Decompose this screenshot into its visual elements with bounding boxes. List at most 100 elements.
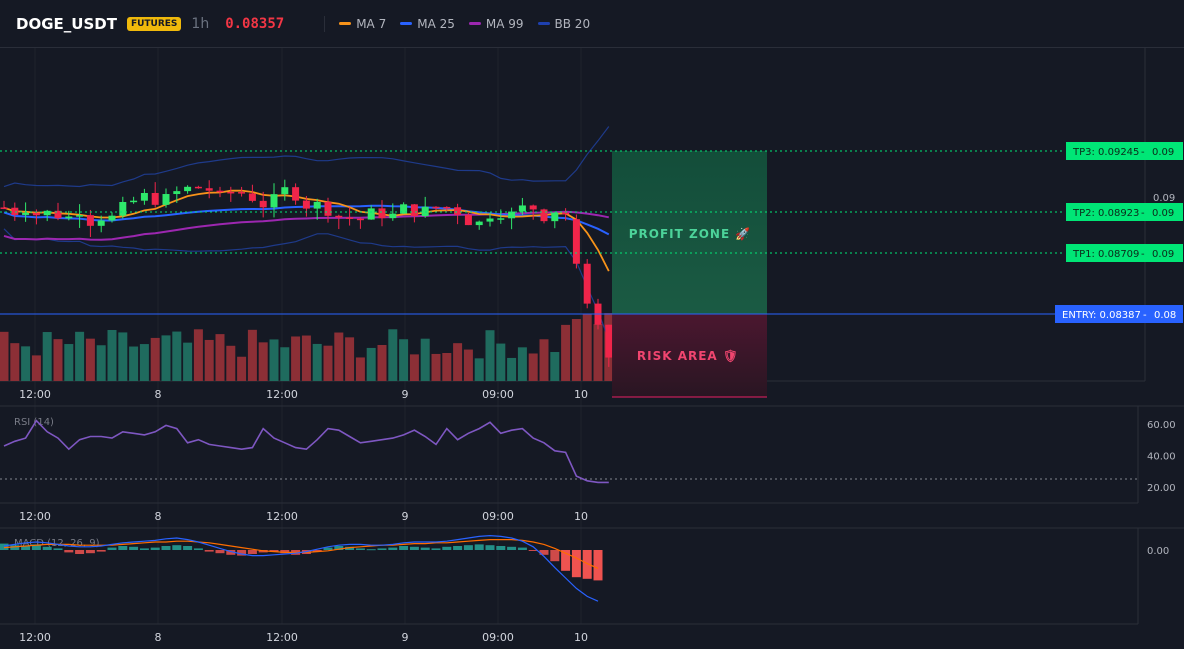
symbol-name[interactable]: DOGE_USDT	[16, 14, 117, 33]
macd-hist-bar	[118, 546, 128, 550]
rsi-y-axis: 60.00 40.00 20.00	[1147, 420, 1176, 494]
profit-zone[interactable]	[612, 151, 767, 314]
legend-bb20[interactable]: BB 20	[537, 16, 591, 31]
volume-bar	[399, 339, 409, 381]
macd-hist-bar	[409, 546, 419, 550]
x-tick-label: 9	[402, 510, 409, 523]
macd-hist-bar	[21, 546, 31, 550]
volume-bar	[64, 344, 74, 381]
candle-body	[205, 188, 213, 191]
chart-canvas[interactable]: PROFIT ZONE 🚀 RISK AREA 🛡 TP3: 0.09245 0…	[0, 48, 1184, 649]
macd-hist-bar	[453, 546, 463, 550]
volume-bar	[0, 331, 9, 381]
candle-body	[22, 212, 30, 215]
tp3-axis-label: 0.09	[1152, 147, 1174, 158]
volume-bar	[183, 342, 193, 381]
macd-hist-bar	[10, 545, 20, 550]
x-tick-label: 10	[574, 631, 588, 644]
entry-label-box[interactable]	[1055, 305, 1183, 323]
macd-hist-bar	[247, 550, 257, 554]
rsi-x-axis: 12:00 8 12:00 9 09:00 10	[19, 510, 588, 523]
macd-hist-bar	[571, 550, 581, 578]
macd-hist-bar	[269, 550, 279, 552]
volume-bar	[226, 345, 236, 381]
volume-bar	[442, 352, 452, 381]
risk-zone[interactable]	[612, 314, 767, 397]
tp1-label: TP1: 0.08709	[1072, 249, 1139, 260]
legend-ma7[interactable]: MA 7	[339, 17, 386, 31]
ma99-swatch-icon	[468, 22, 481, 25]
candle-body	[551, 212, 559, 222]
candle-body	[346, 217, 354, 219]
x-tick-label: 09:00	[482, 631, 514, 644]
macd-hist-bar	[312, 550, 322, 552]
macd-zero-tick: 0.00	[1147, 546, 1169, 557]
candle-body	[313, 201, 321, 209]
entry-axis-label: 0.08	[1154, 310, 1176, 321]
candle-body	[248, 193, 256, 201]
x-tick-label: 12:00	[266, 510, 298, 523]
macd-hist-bar	[161, 546, 171, 550]
macd-hist-bar	[183, 546, 193, 550]
profit-zone-label: PROFIT ZONE 🚀	[629, 227, 752, 241]
volume-bar	[139, 344, 149, 381]
volume-bar	[107, 329, 117, 381]
macd-hist-bar	[431, 548, 441, 550]
candle-body	[367, 208, 375, 220]
legend-ma99[interactable]: MA 99	[468, 16, 524, 31]
candle-body	[281, 187, 289, 195]
macd-hist-bar	[507, 546, 517, 550]
volume-bar	[420, 338, 430, 381]
volume-bar	[323, 345, 333, 381]
volume-bar	[517, 347, 527, 381]
macd-title: MACD (12, 26, 9)	[14, 538, 100, 549]
candle-body	[605, 324, 613, 358]
legend-ma25[interactable]: MA 25	[400, 17, 455, 31]
volume-bar	[312, 343, 322, 381]
candle-body	[11, 207, 19, 215]
candle-body	[173, 191, 181, 195]
macd-hist-bar	[561, 550, 571, 571]
macd-hist-bar	[593, 550, 603, 581]
candle-body	[119, 202, 127, 216]
tp1-label-box[interactable]	[1066, 244, 1183, 262]
tp3-label-box[interactable]	[1066, 142, 1183, 160]
candle-body	[302, 200, 310, 209]
candle-body	[356, 218, 364, 221]
tp2-axis-label: 0.09	[1152, 208, 1174, 219]
interval-selector[interactable]: 1h	[191, 15, 210, 32]
bb-lower-band	[3, 228, 610, 341]
ma99-line	[3, 210, 609, 241]
last-price: 0.08357	[225, 15, 285, 32]
tp2-label-box[interactable]	[1066, 203, 1183, 221]
macd-hist-bar	[442, 546, 452, 550]
macd-hist-bar	[75, 550, 85, 554]
legend-ma99-label: MA 99	[485, 16, 524, 31]
legend-bb20-label: BB 20	[554, 16, 591, 31]
macd-hist-bar	[85, 550, 95, 554]
volume-bar	[247, 329, 257, 381]
candle-body	[108, 215, 116, 221]
macd-hist-bar	[129, 546, 139, 550]
rsi-tick-label: 60.00	[1147, 420, 1176, 431]
candle-body	[43, 210, 51, 216]
x-tick-label: 12:00	[266, 388, 298, 401]
candle-body	[259, 200, 267, 208]
macd-hist-bar	[96, 550, 106, 552]
volume-bar	[582, 314, 592, 381]
volume-bar	[10, 343, 20, 381]
volume-bar	[355, 357, 365, 381]
macd-hist-bar	[550, 550, 560, 562]
volume-bar	[485, 330, 495, 381]
macd-hist-bar	[204, 550, 214, 552]
volume-bar	[550, 352, 560, 381]
volume-bar	[21, 346, 31, 381]
macd-hist-bar	[107, 547, 117, 550]
rsi-tick-label: 20.00	[1147, 483, 1176, 494]
macd-hist-bar	[420, 547, 430, 550]
candle-body	[410, 204, 418, 217]
candle-body	[562, 212, 570, 215]
candle-body	[54, 210, 62, 219]
price-axis-tick: 0.09	[1153, 193, 1175, 204]
candle-body	[76, 215, 84, 217]
